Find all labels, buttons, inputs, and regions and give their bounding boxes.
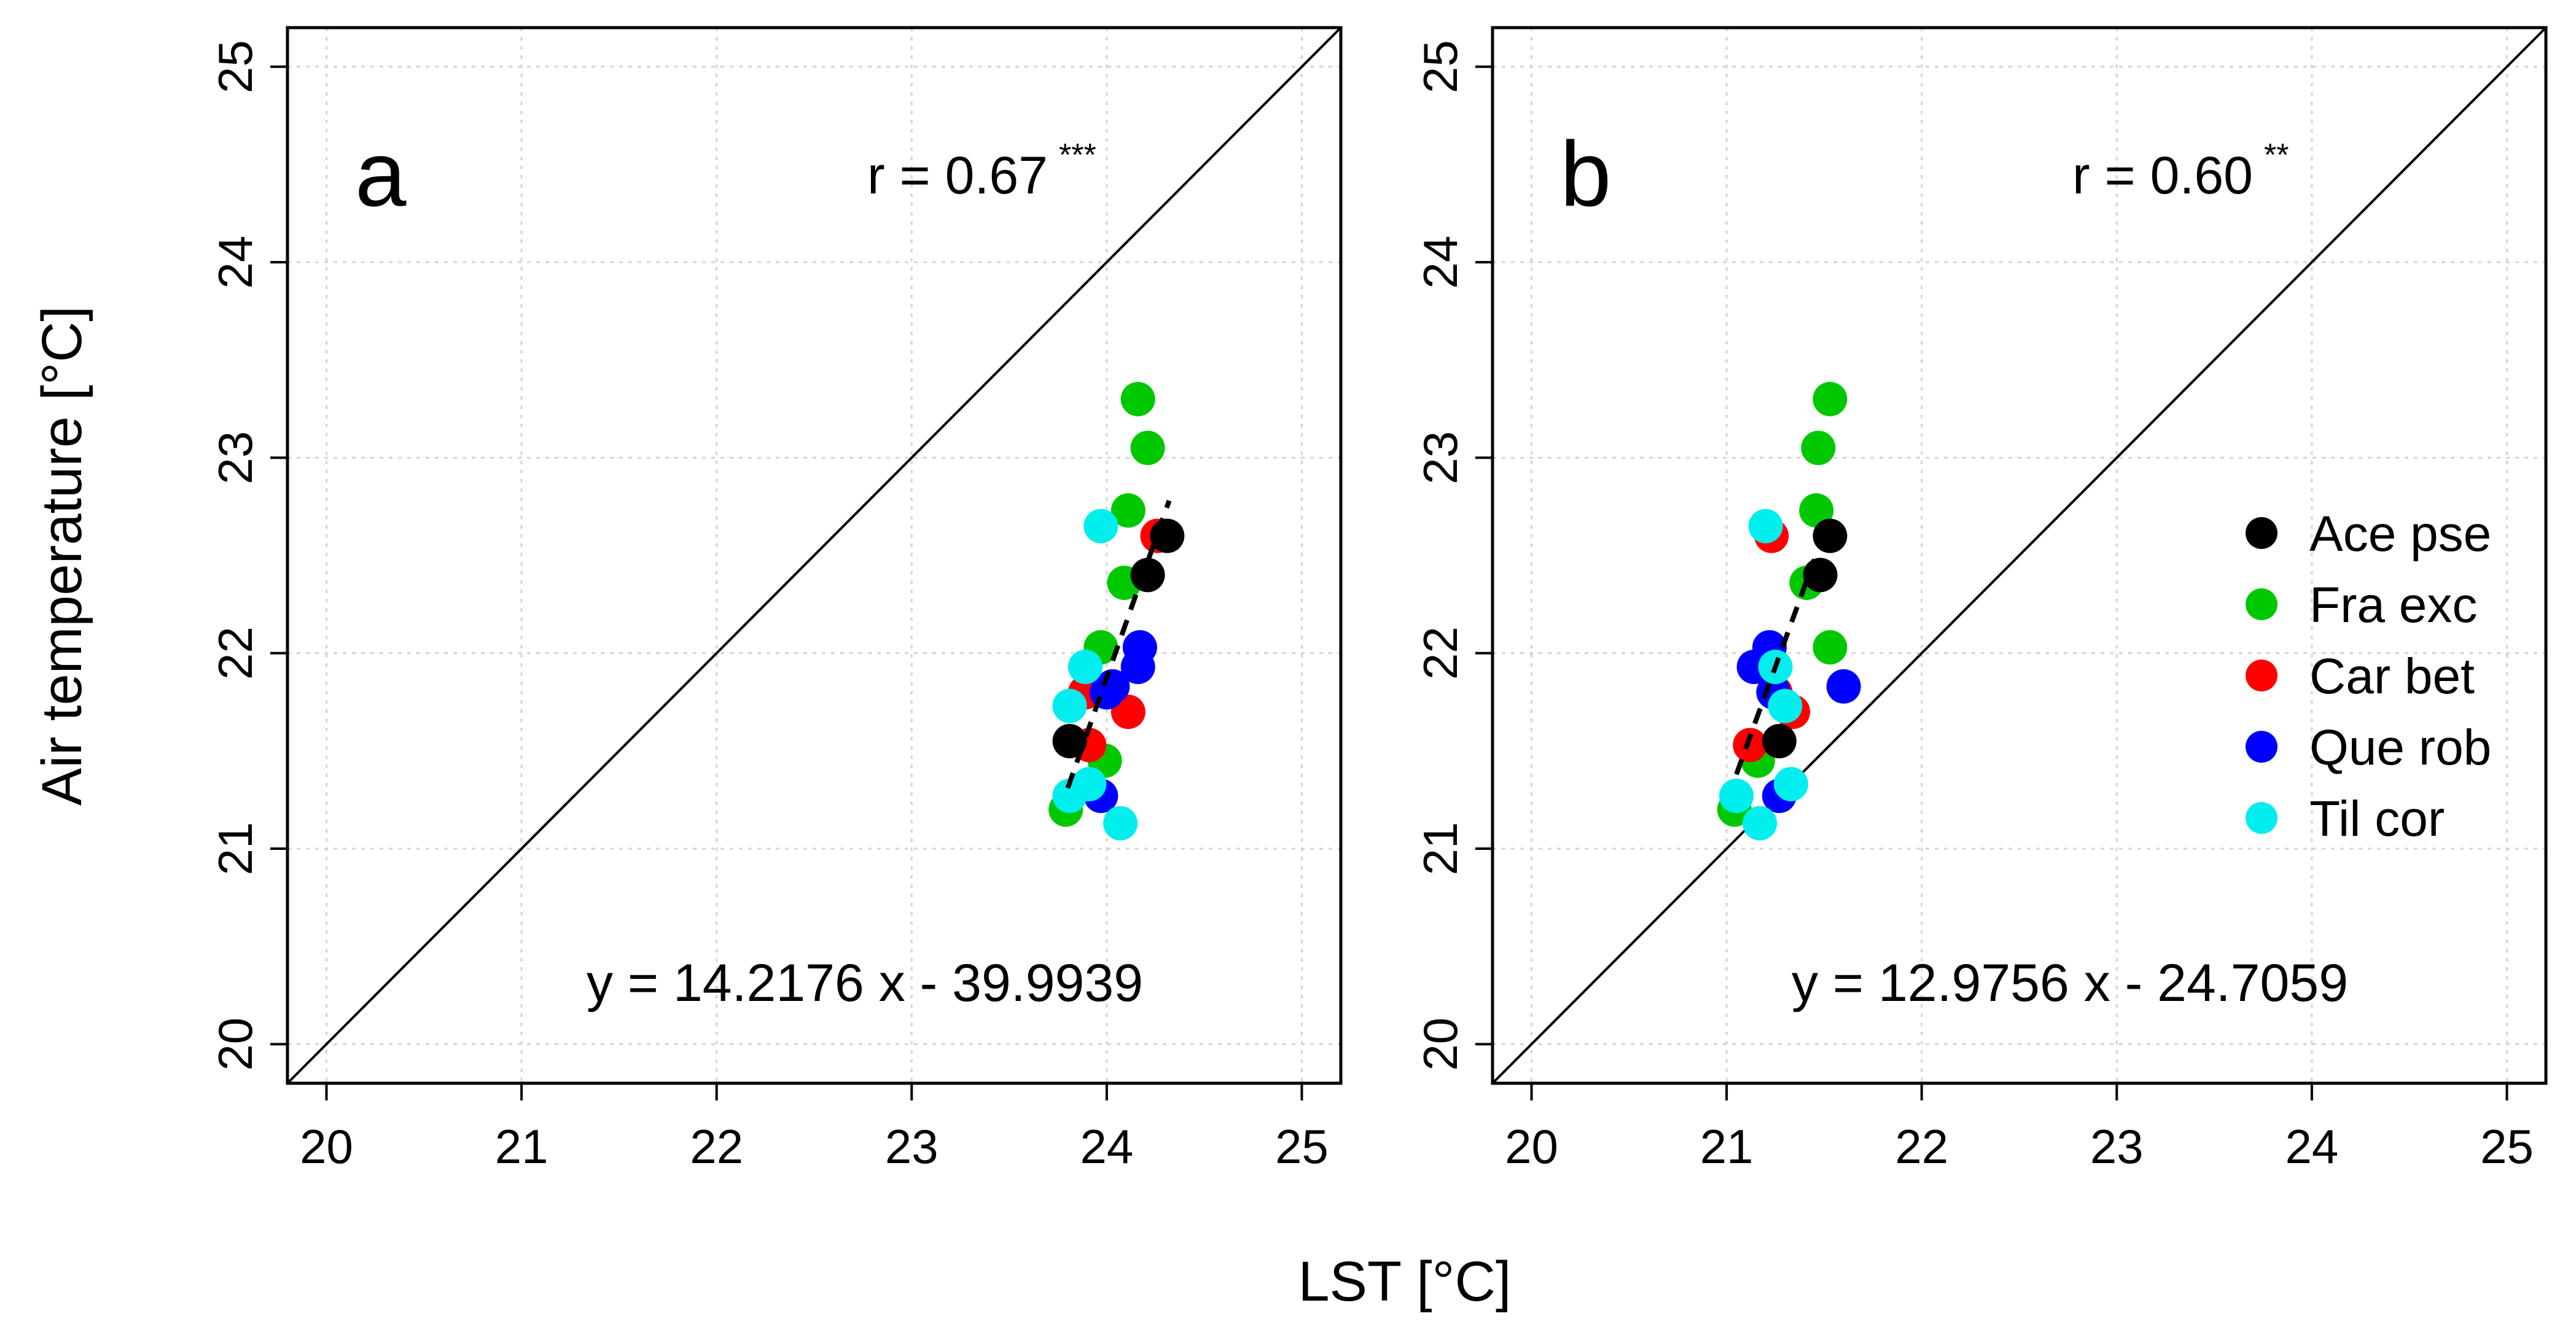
panel-a-y-ticks: 20 21 22 23 24 25 [208,40,287,1071]
panel-a-grid [287,28,1341,1083]
panel-a-identity-line [286,26,1342,1084]
panel-b-y-ticks: 20 21 22 23 24 25 [1413,40,1493,1071]
y-tick-label: 21 [1413,822,1467,876]
point-til-cor [1743,806,1778,841]
legend-label: Que rob [2309,720,2491,776]
y-tick-label: 21 [208,822,262,876]
point-fra-exc [1813,381,1848,416]
point-fra-exc [1813,630,1848,665]
panel-b-grid [1493,28,2546,1083]
legend-marker-fra-exc [2246,588,2277,620]
legend-marker-til-cor [2246,802,2277,834]
x-tick-label: 22 [690,1119,743,1174]
panel-a-equation: y = 14.2176 x - 39.9939 [587,954,1143,1013]
point-til-cor [1719,779,1754,814]
x-tick-label: 25 [2480,1119,2534,1174]
y-axis-title: Air temperature [°C] [31,306,93,806]
panel-b-equation: y = 12.9756 x - 24.7059 [1792,954,2348,1013]
point-fra-exc [1799,493,1834,528]
x-tick-label: 21 [495,1119,548,1174]
regression-line [1734,558,1817,776]
panel-b-identity-line [1491,26,2547,1084]
y-tick-label: 23 [208,431,262,485]
panel-a-letter: a [355,122,407,225]
panel-b-frame [1491,26,2548,1085]
x-tick-label: 22 [1895,1119,1948,1174]
point-car-bet [1733,728,1768,763]
panel-a-x-ticks: 20 21 22 23 24 25 [300,1083,1329,1174]
legend-marker-que-rob [2246,731,2277,763]
point-fra-exc [1110,493,1146,528]
panel-a-significance: *** [1059,138,1096,173]
x-tick-label: 21 [1700,1119,1754,1174]
x-tick-label: 23 [2090,1119,2144,1174]
legend-label: Ace pse [2309,506,2491,562]
x-tick-label: 24 [2285,1119,2339,1174]
point-fra-exc [1120,381,1155,416]
point-ace-pse [1803,558,1838,593]
legend-marker-ace-pse [2246,517,2277,549]
y-tick-label: 22 [1413,626,1467,680]
panel-b-significance: ** [2264,138,2289,173]
point-til-cor [1052,779,1087,814]
legend: Ace pse Fra exc Car bet Que rob Til cor [2246,506,2491,847]
identity-line [286,26,1342,1084]
legend-label: Til cor [2309,791,2445,847]
point-ace-pse [1130,558,1165,593]
panel-a-fit-line [1065,500,1172,789]
y-tick-label: 25 [1413,40,1467,93]
legend-label: Car bet [2309,648,2475,704]
panel-a-correlation: r = 0.67 [867,146,1048,205]
panel-a: 20 21 22 23 24 25 20 21 22 23 24 25 a r = 0.67 ***… [208,26,1343,1174]
y-tick-label: 22 [208,626,262,680]
legend-marker-car-bet [2246,660,2277,691]
x-tick-label: 25 [1275,1119,1329,1174]
point-fra-exc [1130,430,1165,465]
y-tick-label: 20 [1413,1018,1467,1071]
point-ace-pse [1052,723,1087,758]
point-til-cor [1768,688,1803,723]
panel-b-x-ticks: 20 21 22 23 24 25 [1505,1083,2534,1174]
point-til-cor [1052,688,1087,723]
x-tick-label: 23 [885,1119,939,1174]
y-tick-label: 23 [1413,431,1467,485]
x-tick-label: 24 [1080,1119,1134,1174]
point-que-rob [1120,649,1155,684]
point-til-cor [1748,508,1783,543]
point-til-cor [1773,766,1808,801]
point-que-rob [1826,669,1861,704]
point-ace-pse [1150,518,1185,553]
point-til-cor [1103,806,1138,841]
y-tick-label: 20 [208,1018,262,1071]
panel-a-points [1048,381,1185,841]
identity-line [1491,26,2547,1084]
point-fra-exc [1801,430,1836,465]
y-tick-label: 25 [208,40,262,93]
point-til-cor [1067,649,1103,684]
panel-a-frame [286,26,1343,1085]
point-ace-pse [1762,723,1797,758]
panel-b-letter: b [1560,122,1611,225]
legend-label: Fra exc [2309,577,2477,633]
point-ace-pse [1813,518,1848,553]
panel-b-correlation: r = 0.60 [2072,146,2253,205]
x-tick-label: 20 [1505,1119,1558,1174]
regression-line [1065,500,1172,789]
y-tick-label: 24 [208,236,262,289]
x-axis-title: LST [°C] [1298,1250,1512,1313]
y-tick-label: 24 [1413,236,1467,289]
panel-b-fit-line [1734,558,1817,776]
point-til-cor [1083,508,1118,543]
x-tick-label: 20 [300,1119,353,1174]
